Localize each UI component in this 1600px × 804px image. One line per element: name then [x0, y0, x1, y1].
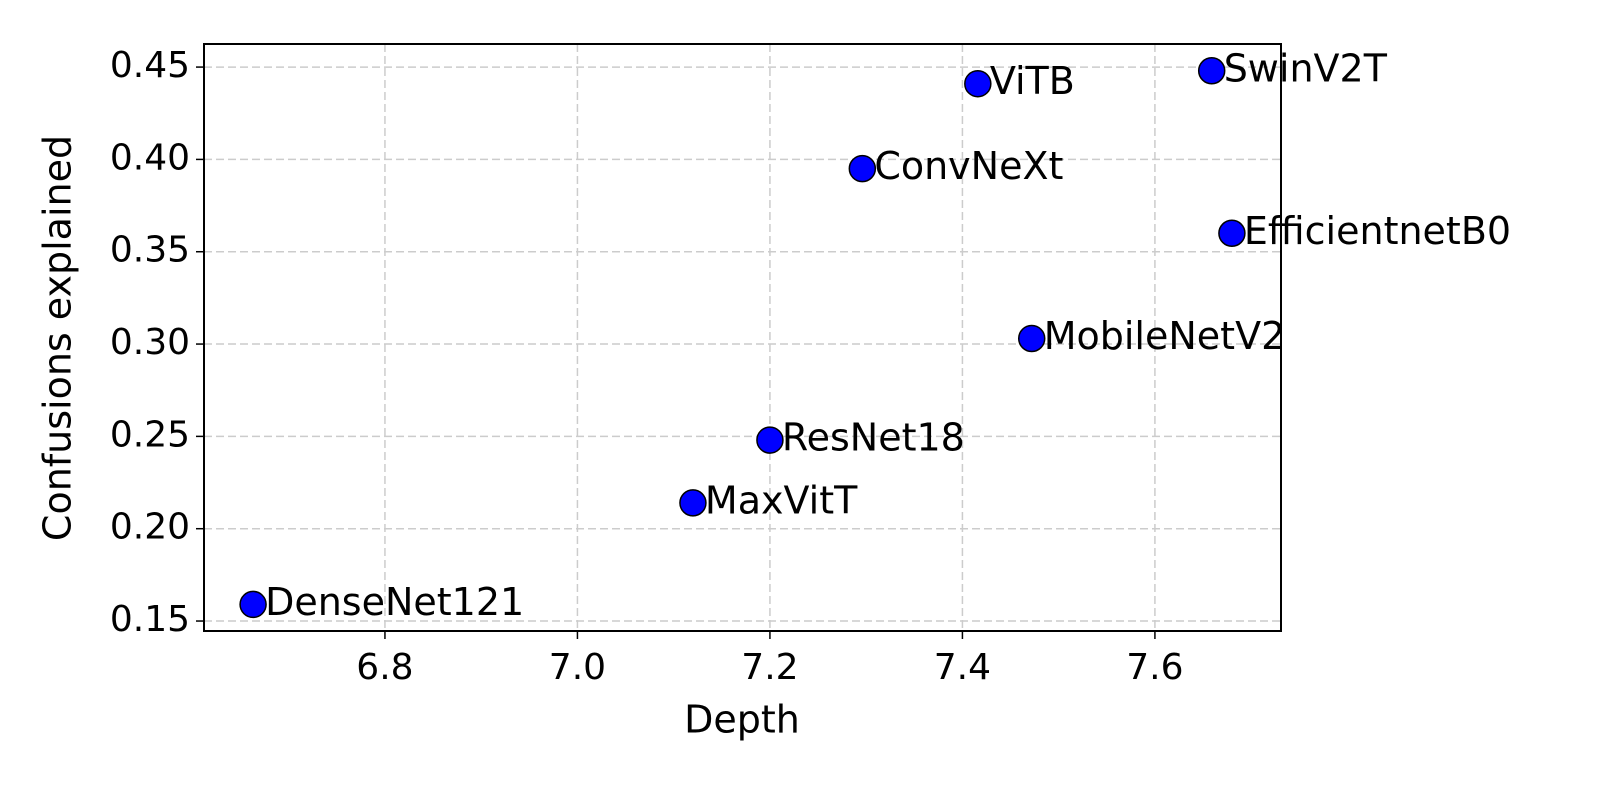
point [1197, 57, 1226, 85]
point-label: EfficientnetB0 [1244, 209, 1511, 253]
point [964, 69, 992, 98]
point [1017, 324, 1046, 353]
x-tick-label: 7.6 [1126, 647, 1183, 688]
point [848, 154, 877, 183]
x-tick-label: 7.2 [741, 647, 798, 688]
point-label: ConvNeXt [874, 144, 1063, 188]
y-tick-label: 0.35 [110, 230, 190, 271]
x-tick-label: 7.0 [549, 647, 606, 688]
y-tick-label: 0.15 [110, 599, 190, 640]
x-tick-label: 7.4 [934, 647, 991, 688]
y-tick-label: 0.25 [110, 414, 190, 455]
plot-frame [203, 43, 1282, 632]
point-label: ViTB [990, 59, 1075, 103]
x-tick-label: 6.8 [356, 647, 413, 688]
point [1218, 219, 1246, 248]
point [679, 489, 707, 517]
y-tick-label: 0.45 [110, 45, 190, 86]
point [239, 590, 267, 619]
point-label: MaxVitT [705, 478, 858, 522]
x-axis-label: Depth [684, 698, 800, 742]
y-tick-label: 0.20 [110, 507, 190, 548]
point-label: ResNet18 [782, 416, 965, 460]
y-axis-label: Confusions explained [36, 135, 80, 541]
point [756, 426, 784, 454]
y-tick-label: 0.40 [110, 137, 190, 178]
y-tick-label: 0.30 [110, 322, 190, 363]
point-label: SwinV2T [1224, 46, 1388, 90]
point-label: MobileNetV2 [1044, 314, 1286, 358]
point-label: DenseNet121 [265, 580, 524, 624]
